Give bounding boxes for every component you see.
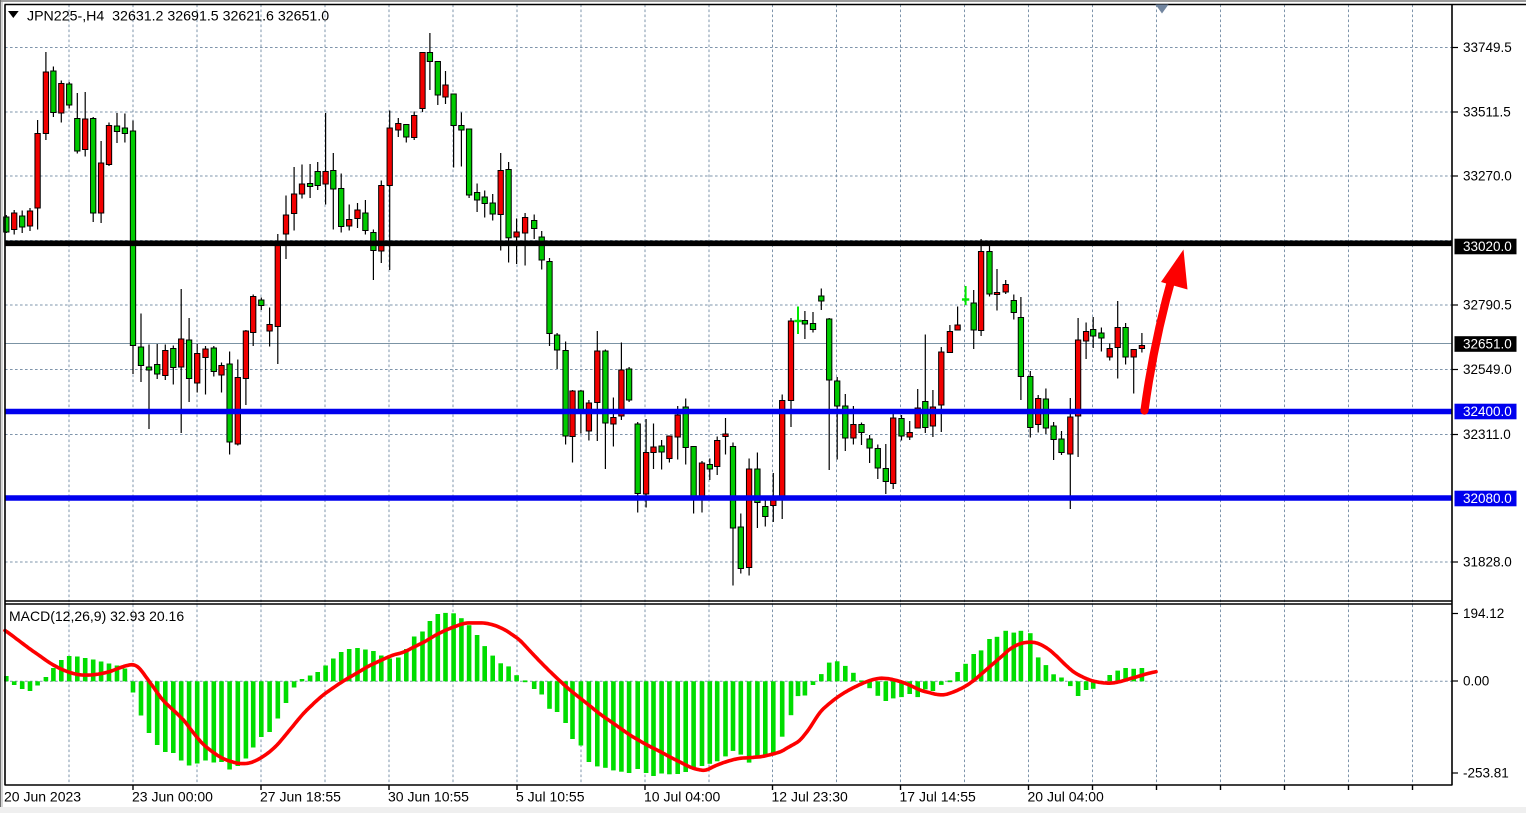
svg-text:-253.81: -253.81	[1463, 766, 1509, 781]
svg-text:12 Jul 23:30: 12 Jul 23:30	[772, 789, 848, 805]
svg-text:0.00: 0.00	[1463, 674, 1489, 689]
svg-text:10 Jul 04:00: 10 Jul 04:00	[644, 789, 720, 805]
svg-text:32790.5: 32790.5	[1463, 298, 1512, 313]
svg-text:33020.0: 33020.0	[1463, 239, 1512, 254]
svg-text:30 Jun 10:55: 30 Jun 10:55	[388, 789, 469, 805]
svg-text:5 Jul 10:55: 5 Jul 10:55	[516, 789, 585, 805]
svg-text:23 Jun 00:00: 23 Jun 00:00	[132, 789, 213, 805]
svg-text:20 Jun 2023: 20 Jun 2023	[4, 789, 81, 805]
svg-text:32080.0: 32080.0	[1463, 491, 1512, 506]
svg-text:20 Jul 04:00: 20 Jul 04:00	[1028, 789, 1104, 805]
svg-text:17 Jul 14:55: 17 Jul 14:55	[900, 789, 976, 805]
svg-text:32549.0: 32549.0	[1463, 362, 1512, 377]
svg-text:27 Jun 18:55: 27 Jun 18:55	[260, 789, 341, 805]
svg-text:32651.0: 32651.0	[1463, 337, 1512, 352]
svg-text:33511.5: 33511.5	[1463, 105, 1511, 120]
svg-text:32311.0: 32311.0	[1463, 427, 1511, 442]
svg-text:33749.5: 33749.5	[1463, 40, 1512, 55]
svg-text:194.12: 194.12	[1463, 606, 1504, 621]
svg-text:JPN225-,H4 32631.2 32691.5 32: JPN225-,H4 32631.2 32691.5 32621.6 32651…	[27, 9, 329, 25]
svg-text:31828.0: 31828.0	[1463, 555, 1512, 570]
svg-text:MACD(12,26,9) 32.93 20.16: MACD(12,26,9) 32.93 20.16	[9, 608, 184, 624]
svg-text:32400.0: 32400.0	[1463, 404, 1512, 419]
svg-text:33270.0: 33270.0	[1463, 169, 1512, 184]
